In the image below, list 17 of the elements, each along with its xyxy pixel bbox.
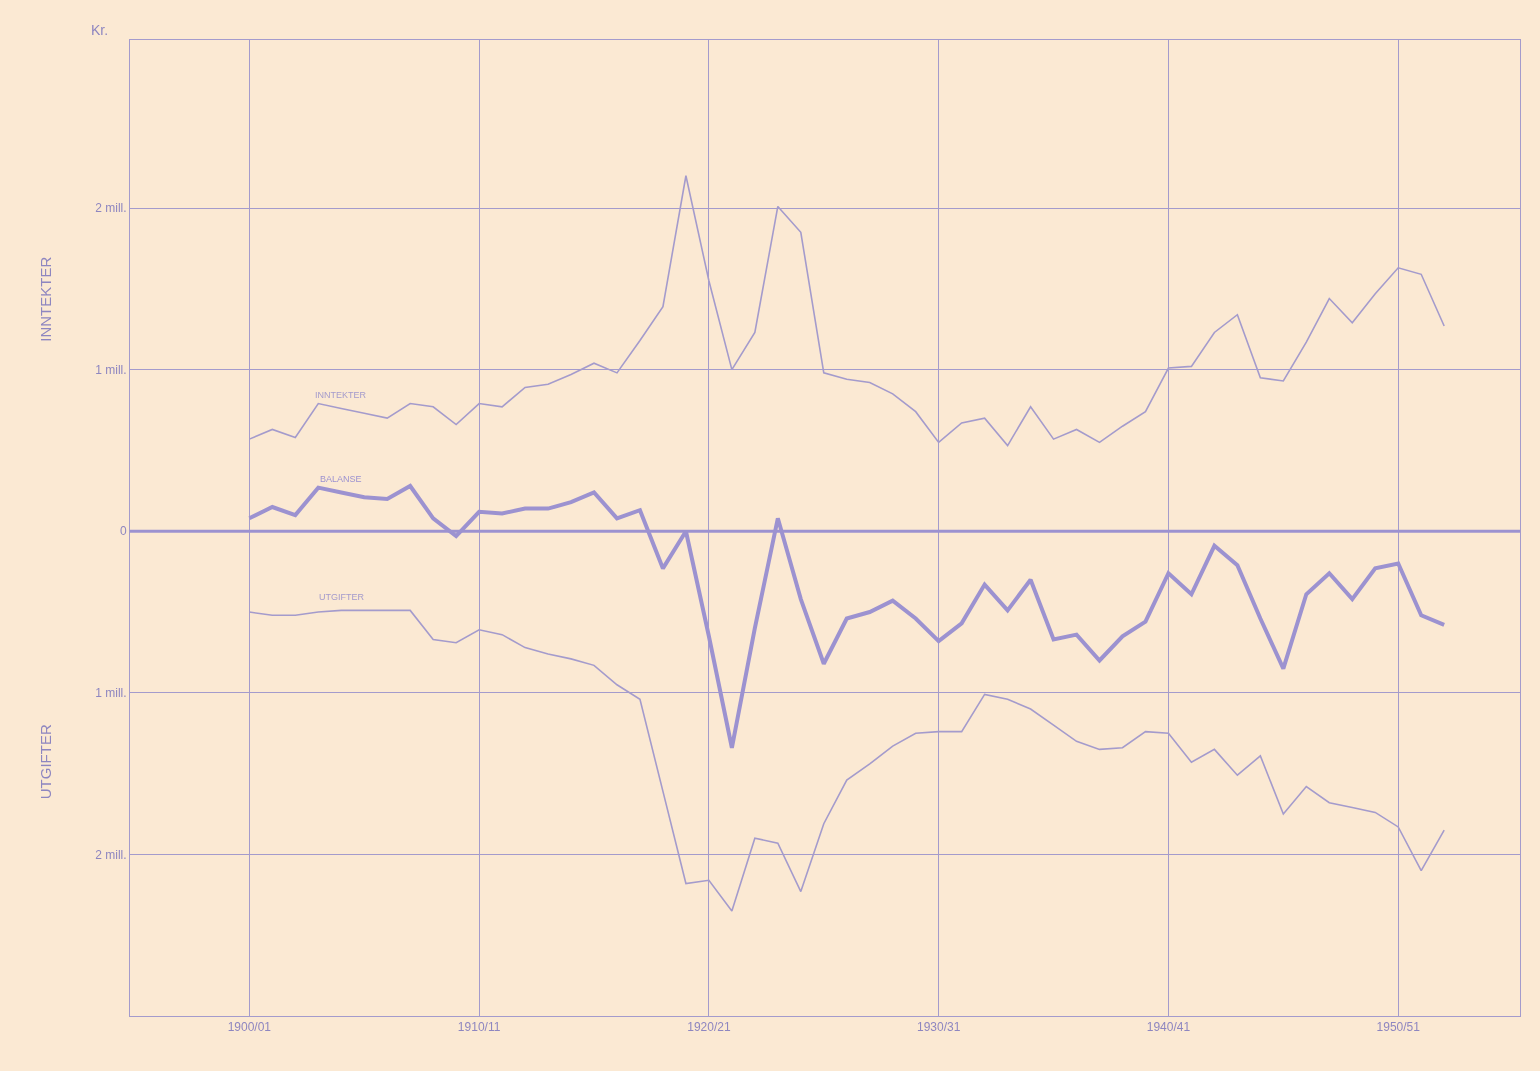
x-tick-label: 1940/41 <box>1146 1020 1191 1035</box>
text: INNTEKTER <box>37 256 55 342</box>
y-tick-label: 0 <box>119 524 127 539</box>
series-label: BALANSE <box>320 474 362 484</box>
y-tick-label: 2 mill. <box>95 201 127 216</box>
y-tick-label: 1 mill. <box>95 686 127 701</box>
x-tick-label: 1950/51 <box>1376 1020 1421 1035</box>
x-tick-label: 1900/01 <box>227 1020 272 1035</box>
series-label: INNTEKTER <box>315 390 367 400</box>
x-tick-label: 1920/21 <box>687 1020 731 1035</box>
series-label: UTGIFTER <box>319 592 365 602</box>
y-axis-title: Kr. <box>91 22 109 38</box>
text: UTGIFTER <box>36 724 54 800</box>
y-tick-label: 2 mill. <box>95 847 127 862</box>
x-tick-label: 1930/31 <box>916 1020 961 1035</box>
y-tick-label: 1 mill. <box>95 362 127 377</box>
x-tick-label: 1910/11 <box>457 1020 501 1035</box>
